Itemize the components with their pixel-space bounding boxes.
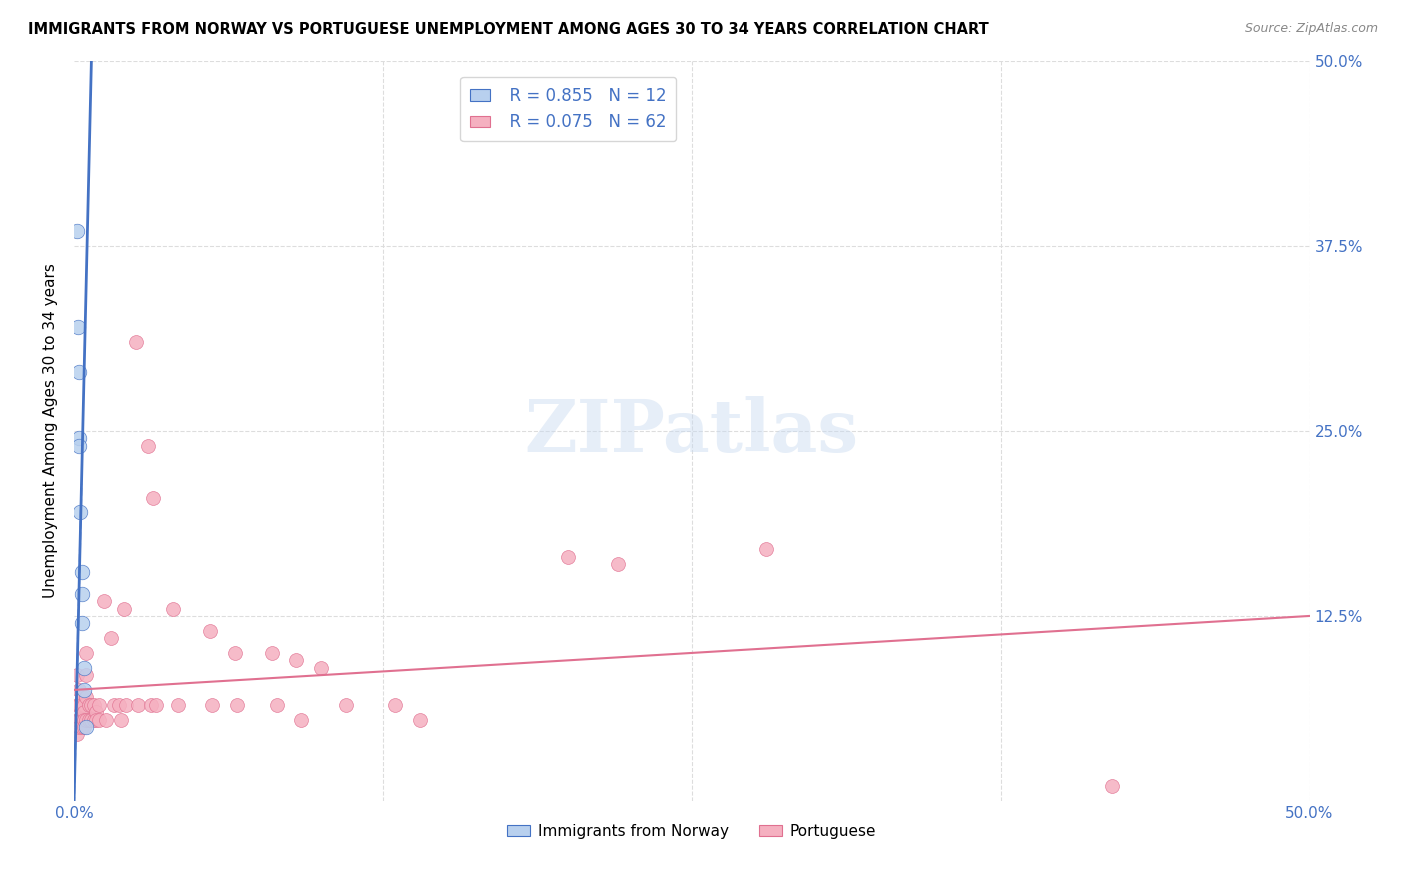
Point xyxy=(65,698,87,712)
Point xyxy=(67,365,90,379)
Point xyxy=(136,439,159,453)
Point xyxy=(409,713,432,727)
Point xyxy=(65,668,87,682)
Point xyxy=(83,713,105,727)
Point xyxy=(96,713,118,727)
Point xyxy=(70,690,93,705)
Point xyxy=(198,624,221,638)
Point xyxy=(75,646,97,660)
Point xyxy=(66,320,89,334)
Point xyxy=(260,646,283,660)
Point xyxy=(73,698,96,712)
Point xyxy=(110,713,132,727)
Point xyxy=(285,653,308,667)
Point xyxy=(75,690,97,705)
Point xyxy=(69,505,91,519)
Point xyxy=(75,720,97,734)
Point xyxy=(73,720,96,734)
Point xyxy=(290,713,312,727)
Point xyxy=(201,698,224,712)
Point xyxy=(70,587,93,601)
Point xyxy=(67,439,90,453)
Point xyxy=(755,542,778,557)
Point xyxy=(142,491,165,505)
Point xyxy=(80,713,103,727)
Point xyxy=(77,713,100,727)
Point xyxy=(125,335,148,350)
Point xyxy=(67,698,90,712)
Point xyxy=(83,698,105,712)
Point xyxy=(93,594,115,608)
Point xyxy=(87,698,110,712)
Point xyxy=(67,720,90,734)
Text: Source: ZipAtlas.com: Source: ZipAtlas.com xyxy=(1244,22,1378,36)
Point xyxy=(73,682,96,697)
Point xyxy=(86,713,108,727)
Point xyxy=(67,431,90,445)
Text: ZIPatlas: ZIPatlas xyxy=(524,395,859,467)
Point xyxy=(70,616,93,631)
Point xyxy=(70,720,93,734)
Point xyxy=(1101,779,1123,793)
Point xyxy=(384,698,406,712)
Point xyxy=(145,698,167,712)
Point xyxy=(127,698,149,712)
Point xyxy=(75,668,97,682)
Point xyxy=(309,661,332,675)
Point xyxy=(77,698,100,712)
Point xyxy=(65,224,87,238)
Y-axis label: Unemployment Among Ages 30 to 34 years: Unemployment Among Ages 30 to 34 years xyxy=(44,263,58,599)
Point xyxy=(67,713,90,727)
Point xyxy=(67,682,90,697)
Point xyxy=(107,698,129,712)
Point xyxy=(73,705,96,719)
Point xyxy=(266,698,288,712)
Text: IMMIGRANTS FROM NORWAY VS PORTUGUESE UNEMPLOYMENT AMONG AGES 30 TO 34 YEARS CORR: IMMIGRANTS FROM NORWAY VS PORTUGUESE UNE… xyxy=(28,22,988,37)
Point xyxy=(86,705,108,719)
Point xyxy=(87,713,110,727)
Point xyxy=(65,713,87,727)
Legend: Immigrants from Norway, Portuguese: Immigrants from Norway, Portuguese xyxy=(501,818,883,845)
Point xyxy=(80,698,103,712)
Point xyxy=(100,631,122,645)
Point xyxy=(557,549,579,564)
Point xyxy=(335,698,357,712)
Point xyxy=(73,713,96,727)
Point xyxy=(70,565,93,579)
Point xyxy=(112,601,135,615)
Point xyxy=(162,601,184,615)
Point xyxy=(226,698,249,712)
Point xyxy=(139,698,162,712)
Point xyxy=(65,727,87,741)
Point xyxy=(224,646,246,660)
Point xyxy=(70,713,93,727)
Point xyxy=(73,661,96,675)
Point xyxy=(167,698,190,712)
Point xyxy=(115,698,138,712)
Point xyxy=(70,698,93,712)
Point xyxy=(606,557,628,571)
Point xyxy=(103,698,125,712)
Point xyxy=(75,713,97,727)
